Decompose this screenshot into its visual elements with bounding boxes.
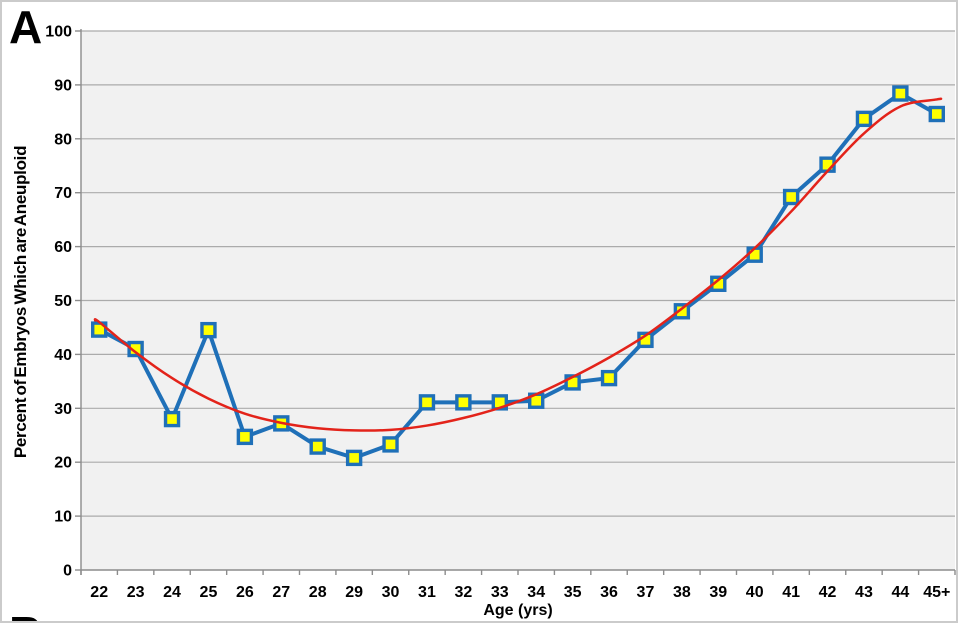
y-tick-label: 50 [54, 293, 72, 310]
y-tick-label: 30 [54, 401, 72, 418]
y-tick-label: 20 [54, 455, 72, 472]
data-point-marker [127, 340, 144, 358]
data-point-marker [673, 303, 691, 320]
data-point-marker [782, 188, 800, 206]
x-tick-label: 38 [673, 584, 691, 601]
x-tick-label: 26 [236, 584, 254, 601]
data-point-marker [382, 436, 399, 453]
x-tick-label: 30 [382, 584, 400, 601]
x-tick-label: 40 [746, 584, 764, 601]
panel-label-b: B [9, 610, 42, 621]
data-point-marker [236, 428, 254, 446]
data-point-marker [309, 438, 326, 455]
x-tick-label: 36 [600, 584, 618, 601]
x-axis-title: Age (yrs) [483, 602, 553, 619]
data-point-marker [600, 369, 618, 387]
y-tick-label: 60 [54, 239, 72, 256]
x-tick-label: 37 [637, 584, 655, 601]
x-tick-label: 24 [163, 584, 181, 601]
x-tick-label: 39 [709, 584, 727, 601]
data-point-marker [200, 321, 217, 339]
x-tick-label: 41 [782, 584, 800, 601]
y-tick-label: 70 [54, 185, 72, 202]
data-point-marker [928, 105, 945, 123]
x-tick-label: 42 [819, 584, 837, 601]
x-tick-label: 27 [272, 584, 290, 601]
y-tick-label: 10 [54, 509, 72, 526]
x-tick-label: 23 [127, 584, 145, 601]
x-tick-label: 32 [454, 584, 472, 601]
x-tick-label: 44 [891, 584, 909, 601]
data-point-marker [345, 449, 363, 467]
data-point-marker [746, 246, 763, 263]
x-tick-label: 28 [309, 584, 327, 601]
y-tick-label: 0 [63, 563, 72, 580]
x-tick-label: 34 [527, 584, 545, 601]
data-point-marker [855, 110, 873, 128]
y-tick-label: 100 [45, 24, 72, 41]
x-tick-label: 43 [855, 584, 873, 601]
x-tick-label: 29 [345, 584, 363, 601]
x-tick-label: 22 [90, 584, 108, 601]
x-tick-label: 45+ [923, 584, 950, 601]
x-tick-label: 33 [491, 584, 509, 601]
data-point-marker [163, 410, 181, 428]
trend-line [93, 97, 943, 432]
data-point-marker [418, 394, 436, 411]
panel-label-a: A [9, 1, 43, 53]
x-tick-label: 31 [418, 584, 436, 601]
x-tick-label: 25 [200, 584, 218, 601]
y-tick-label: 80 [54, 131, 72, 148]
data-point-marker [892, 85, 909, 102]
y-tick-label: 90 [54, 77, 72, 94]
x-tick-label: 35 [564, 584, 582, 601]
y-tick-label: 40 [54, 347, 72, 364]
data-point-marker [455, 394, 472, 411]
